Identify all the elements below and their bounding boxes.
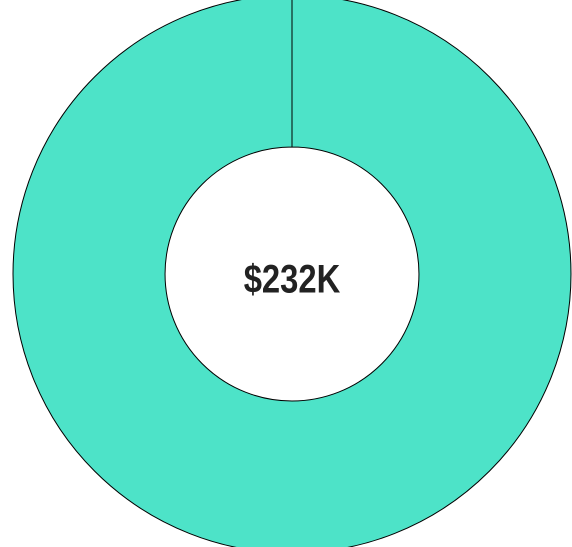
donut-slice bbox=[12, 0, 572, 547]
center-label: $232K bbox=[244, 256, 341, 301]
slices bbox=[12, 0, 572, 547]
